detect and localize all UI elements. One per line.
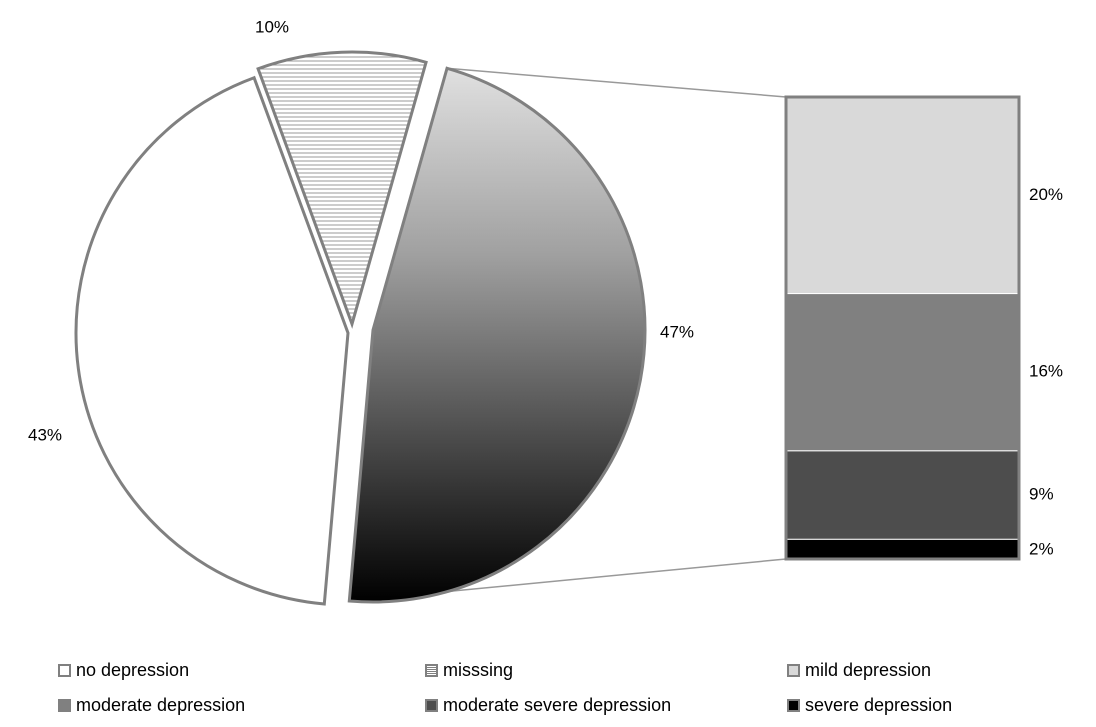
slice-label-mild-depression: 47%: [660, 322, 694, 341]
bar-segment-moderate-depression: [785, 293, 1020, 452]
legend-swatch-mild-depression: [787, 664, 800, 677]
legend-swatch-no-depression: [58, 664, 71, 677]
legend-swatch-moderate-depression: [58, 699, 71, 712]
bar-segment-severe-depression: [785, 538, 1020, 560]
bar-segment-moderate-severe-depression: [785, 450, 1020, 540]
segment-label-mild-depression: 20%: [1029, 185, 1063, 204]
legend-label: mild depression: [805, 660, 932, 680]
breakdown-bar-outline: [784, 95, 1021, 561]
pie-slice-mild-depression: [347, 66, 647, 604]
legend-item-mild-depression: mild depression: [787, 660, 931, 681]
pie-slice-misssing: [256, 50, 428, 329]
segment-label-moderate-severe-depression: 9%: [1029, 485, 1054, 504]
legend-item-misssing: misssing: [425, 660, 513, 681]
breakdown-bar: [784, 95, 1021, 561]
legend: no depression misssing mild depression mode…: [0, 650, 1096, 727]
data-labels: 43% 10% 47% 20% 16% 9% 2%: [28, 17, 1063, 558]
legend-item-moderate-severe-depression: moderate severe depression: [425, 695, 671, 716]
segment-label-severe-depression: 2%: [1029, 540, 1054, 559]
legend-label: moderate depression: [76, 695, 246, 715]
legend-label: moderate severe depression: [443, 695, 672, 715]
legend-swatch-moderate-severe-depression: [425, 699, 438, 712]
pie-slices: [74, 50, 647, 606]
segment-label-moderate-depression: 16%: [1029, 362, 1063, 381]
legend-swatch-misssing: [425, 664, 438, 677]
legend-item-no-depression: no depression: [58, 660, 189, 681]
connector-line-top: [446, 67, 787, 98]
legend-label: no depression: [76, 660, 190, 680]
slice-label-misssing: 10%: [255, 17, 289, 36]
legend-swatch-severe-depression: [787, 699, 800, 712]
legend-label: misssing: [443, 660, 514, 680]
pie-slice-no-depression: [74, 75, 350, 606]
legend-label: severe depression: [805, 695, 953, 715]
slice-label-no-depression: 43%: [28, 425, 62, 444]
legend-item-severe-depression: severe depression: [787, 695, 952, 716]
bar-segment-mild-depression: [785, 96, 1020, 295]
legend-item-moderate-depression: moderate depression: [58, 695, 245, 716]
